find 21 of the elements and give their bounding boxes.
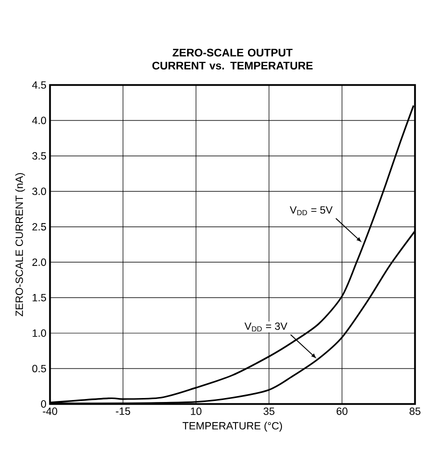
y-tick-label: 1.5 <box>32 294 46 302</box>
annotation: V$_{DD}$ = 3V <box>244 322 288 332</box>
y-tick-label: 0 <box>41 400 46 408</box>
x-tick-label: 60 <box>336 408 348 415</box>
y-tick-label: 3.5 <box>32 152 46 160</box>
chart-title: ZERO-SCALE OUTPUT CURRENT vs. TEMPERATURE <box>152 48 313 70</box>
y-tick-label: 2.5 <box>32 223 46 231</box>
x-tick-label: 35 <box>264 408 274 415</box>
y-tick-label: 3.0 <box>32 188 46 196</box>
x-tick-label: -15 <box>116 408 130 415</box>
y-tick-label: 4.0 <box>32 116 46 124</box>
annotation: V$_{DD}$ = 5V <box>290 206 333 216</box>
y-tick-label: 0.5 <box>32 364 46 372</box>
y-tick-label: 2.0 <box>32 258 46 266</box>
x-axis-title: TEMPERATURE (°C) <box>182 422 282 432</box>
y-tick-label: 4.5 <box>32 81 46 89</box>
x-tick-label: -40 <box>42 408 58 415</box>
y-tick-label: 1.0 <box>32 329 46 337</box>
x-tick-label: 85 <box>410 408 420 415</box>
x-tick-label: 10 <box>190 408 202 415</box>
y-axis-title: ZERO-SCALE CURRENT (nA) <box>15 173 26 316</box>
